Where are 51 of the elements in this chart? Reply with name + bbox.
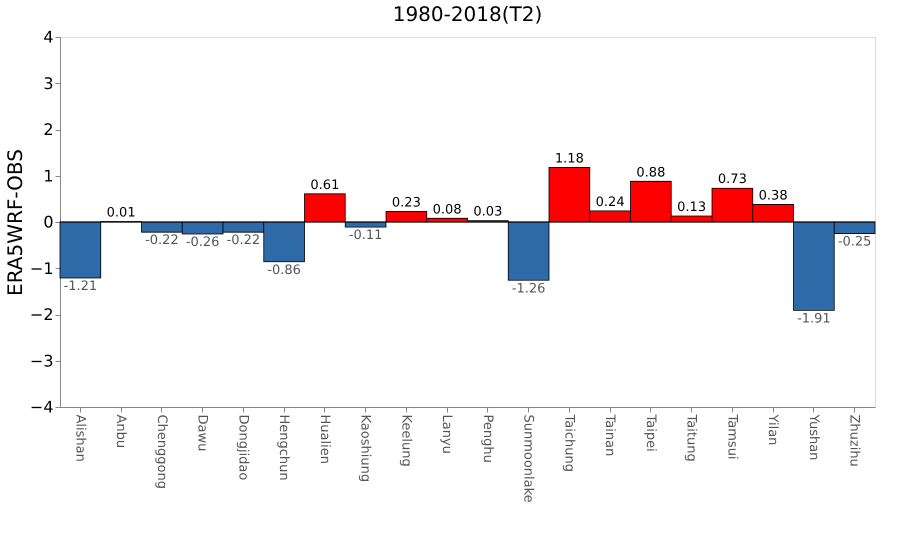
data-label: -0.25	[838, 234, 872, 250]
x-tick-label: Kaoshiung	[358, 414, 373, 482]
x-tick-label: Sunmoonlake	[520, 414, 536, 503]
data-label: 0.03	[473, 204, 502, 220]
data-label: 0.24	[596, 194, 625, 210]
y-tick-label: −4	[30, 398, 54, 416]
x-tick-label: Tainan	[602, 414, 618, 456]
data-label: 0.38	[758, 188, 788, 204]
data-label: 0.88	[636, 165, 666, 180]
x-tick-label: Alishan	[72, 414, 88, 462]
x-tick-label: Lanyu	[439, 414, 454, 454]
data-label: 0.23	[392, 195, 421, 210]
y-tick-label: 0	[43, 212, 54, 232]
x-tick-label: Taichung	[561, 414, 576, 472]
y-tick-label: −2	[30, 305, 54, 324]
data-label: 0.61	[310, 178, 340, 193]
data-label: 0.01	[106, 206, 136, 221]
x-tick-label: Yilan	[765, 414, 780, 446]
x-tick-label: Hengchun	[276, 414, 292, 481]
y-axis-title: ERA5WRF-OBS	[2, 149, 27, 296]
y-tick-label: 2	[43, 120, 54, 139]
data-label: -0.22	[226, 233, 260, 248]
data-label: -1.91	[797, 311, 831, 326]
x-tick-label: Yushan	[806, 414, 821, 460]
x-tick-label: Taipei	[642, 414, 658, 452]
data-label: -0.26	[186, 235, 220, 250]
x-tick-label: Dawu	[194, 414, 210, 452]
x-tick-label: Dongjidao	[235, 414, 250, 480]
y-tick-label: −1	[30, 258, 54, 278]
y-tick-label: −3	[30, 351, 54, 370]
x-tick-label: Zhuzihu	[846, 414, 862, 467]
x-tick-label: Chenggong	[154, 414, 169, 490]
data-label: -0.11	[348, 228, 382, 244]
data-label: -1.26	[512, 281, 546, 296]
data-label: 1.18	[554, 151, 584, 166]
data-label: -0.86	[267, 262, 301, 278]
data-label: -1.21	[64, 278, 98, 294]
x-tick-label: Penghu	[480, 414, 495, 463]
data-label: 0.73	[718, 172, 747, 188]
y-tick-label: 4	[43, 28, 54, 46]
chart-title: 1980-2018(T2)	[392, 2, 542, 26]
data-label: 0.13	[677, 200, 706, 215]
data-label: 0.08	[432, 202, 462, 218]
data-label: -0.22	[145, 233, 179, 248]
x-tick-label: Hualien	[316, 414, 332, 464]
x-tick-label: Taitung	[684, 414, 699, 462]
x-tick-label: Anbu	[113, 414, 128, 448]
x-tick-label: Keelung	[398, 414, 414, 467]
x-tick-label: Tamsui	[724, 414, 740, 460]
y-tick-label: 1	[43, 166, 54, 186]
y-tick-label: 3	[43, 74, 54, 93]
